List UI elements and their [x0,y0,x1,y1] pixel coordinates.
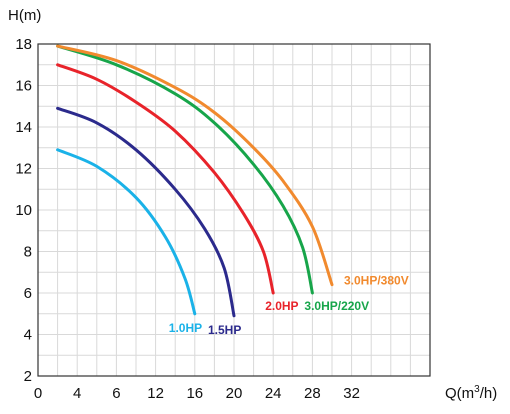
plot-frame [37,43,431,377]
y-tick-label: 10 [15,202,32,219]
x-tick-label: 16 [186,385,203,402]
x-tick-label: 24 [265,385,282,402]
series-label: 3.0HP/220V [304,299,369,313]
series-label: 1.0HP [169,321,202,335]
series-line-3-0hp-220v [56,44,314,295]
x-tick-label: 20 [226,385,243,402]
series-line-1-0hp [56,148,197,316]
x-tick-label: 32 [343,385,360,402]
x-tick-label: 4 [73,385,81,402]
series-line-1-5hp [56,106,236,318]
y-tick-label: 14 [15,119,32,136]
series-line-2-0hp [56,63,275,295]
series-label: 1.5HP [208,323,241,337]
x-axis-title: Q(m3/h) [445,384,497,402]
grid [38,44,430,376]
y-tick-label: 4 [24,327,32,344]
series-label: 2.0HP [265,299,298,313]
y-tick-label: 8 [24,244,32,261]
y-tick-label: 6 [24,285,32,302]
series-line-3-0hp-380v [56,44,334,287]
series-labels: 1.0HP 1.5HP 2.0HP 3.0HP/220V 3.0HP/380V [169,274,409,337]
y-axis-title: H(m) [8,7,41,24]
series-curves [56,44,334,318]
x-tick-label: 0 [34,385,42,402]
x-tick-labels: 0 4 6 12 16 20 24 28 32 [34,385,360,402]
series-label: 3.0HP/380V [344,274,409,288]
y-tick-label: 16 [15,78,32,95]
y-tick-label: 18 [15,36,32,53]
y-tick-label: 2 [24,368,32,385]
x-tick-label: 6 [112,385,120,402]
x-tick-label: 28 [304,385,321,402]
x-tick-label: 12 [147,385,164,402]
y-tick-label: 12 [15,161,32,178]
y-tick-labels: 2 4 6 8 10 12 14 16 18 [15,36,32,385]
